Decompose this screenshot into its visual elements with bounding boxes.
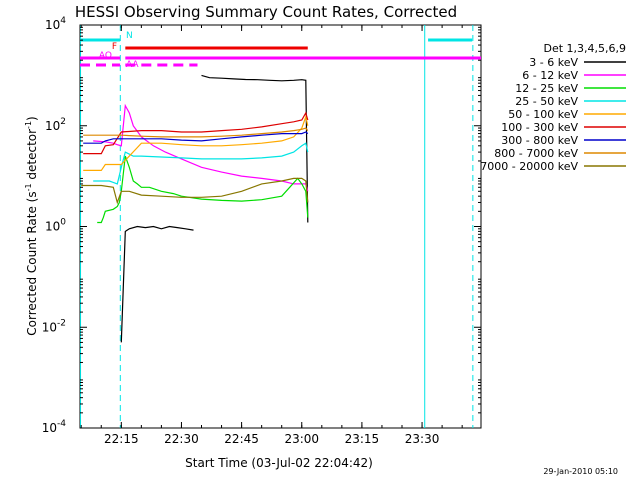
y-tick-exponent: 0 bbox=[60, 218, 66, 228]
legend-label-6: 300 - 800 keV bbox=[501, 134, 578, 147]
y-axis-label-sup: -1 bbox=[24, 183, 33, 191]
legend-label-3: 25 - 50 keV bbox=[515, 95, 578, 108]
legend-label-5: 100 - 300 keV bbox=[501, 121, 578, 134]
y-tick-base: 10 bbox=[45, 18, 60, 32]
series-line-3 bbox=[93, 142, 309, 185]
legend-label-4: 50 - 100 keV bbox=[508, 108, 578, 121]
x-tick-label-5: 23:30 bbox=[405, 432, 440, 446]
x-axis: 22:15 22:30 22:45 23:00 23:15 23:30 bbox=[80, 25, 463, 446]
x-tick-label-4: 23:15 bbox=[345, 432, 380, 446]
y-axis-label: Corrected Count Rate (s-1 detector-1) bbox=[24, 116, 39, 335]
x-tick-label-2: 22:45 bbox=[224, 432, 259, 446]
y-tick-label-4: 104 bbox=[45, 16, 66, 32]
series-line-7 bbox=[83, 127, 309, 138]
y-tick-label-0: 10-4 bbox=[42, 419, 67, 435]
legend-label-1: 6 - 12 keV bbox=[522, 69, 578, 82]
y-axis-label-sup2: -1 bbox=[24, 121, 33, 129]
y-tick-exponent: -4 bbox=[57, 419, 66, 429]
series-line-5 bbox=[83, 111, 309, 155]
y-tick-label-1: 10-2 bbox=[42, 318, 66, 334]
y-tick-exponent: -2 bbox=[57, 318, 66, 328]
series-line-2 bbox=[97, 155, 309, 224]
chart-title: HESSI Observing Summary Count Rates, Cor… bbox=[75, 3, 457, 21]
y-tick-label-2: 100 bbox=[45, 218, 66, 234]
legend-label-8: 7000 - 20000 keV bbox=[480, 160, 578, 173]
x-tick-label-3: 23:00 bbox=[284, 432, 319, 446]
x-axis-label: Start Time (03-Jul-02 22:04:42) bbox=[185, 456, 373, 470]
series-line-8 bbox=[81, 177, 309, 205]
state-label-aa: AA bbox=[126, 60, 139, 70]
y-axis-label-tail: detector bbox=[25, 129, 39, 184]
y-tick-base: 10 bbox=[45, 220, 60, 234]
data-series bbox=[81, 74, 309, 343]
legend-label-2: 12 - 25 keV bbox=[515, 82, 578, 95]
legend-title: Det 1,3,4,5,6,9 bbox=[543, 42, 626, 55]
legend-label-7: 800 - 7000 keV bbox=[494, 147, 578, 160]
y-axis-label-main: Corrected Count Rate (s bbox=[25, 191, 39, 335]
y-tick-base: 10 bbox=[45, 119, 60, 133]
state-label-f: F bbox=[112, 42, 117, 52]
series-line-0 bbox=[120, 74, 309, 343]
y-tick-exponent: 4 bbox=[60, 16, 66, 26]
y-tick-exponent: 2 bbox=[60, 117, 66, 127]
y-tick-label-3: 102 bbox=[45, 117, 66, 133]
y-tick-base: 10 bbox=[42, 421, 57, 435]
state-label-ao: AO bbox=[99, 51, 112, 61]
date-stamp: 29-Jan-2010 05:10 bbox=[543, 467, 618, 476]
y-tick-base: 10 bbox=[42, 320, 57, 334]
series-line-1 bbox=[93, 103, 309, 192]
x-tick-label-1: 22:30 bbox=[164, 432, 199, 446]
legend-label-0: 3 - 6 keV bbox=[529, 56, 578, 69]
y-axis-label-close: ) bbox=[25, 116, 39, 121]
state-label-n: N bbox=[126, 31, 133, 41]
series-line-6 bbox=[83, 131, 309, 144]
x-tick-label-0: 22:15 bbox=[104, 432, 139, 446]
